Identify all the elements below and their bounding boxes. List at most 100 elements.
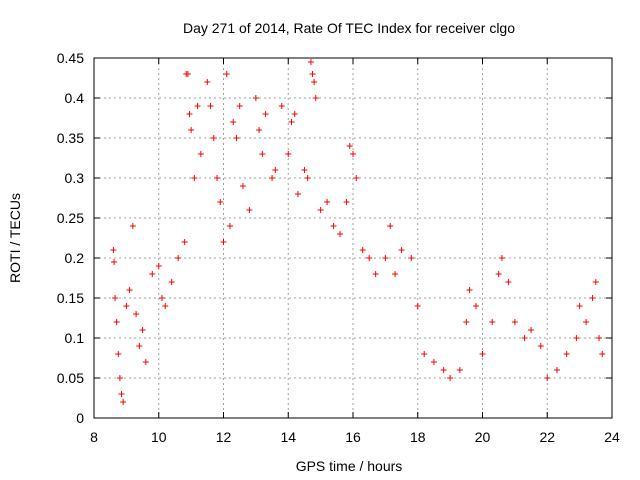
data-point [158, 295, 165, 301]
data-point [421, 351, 428, 357]
chart-title: Day 271 of 2014, Rate Of TEC Index for r… [183, 20, 515, 36]
data-point [214, 175, 221, 181]
data-point [583, 319, 590, 325]
data-point [479, 351, 486, 357]
data-point [118, 391, 125, 397]
data-point [312, 95, 319, 101]
data-point [285, 151, 292, 157]
data-point [544, 375, 551, 381]
y-tick-label: 0.25 [57, 210, 84, 226]
data-point [217, 199, 224, 205]
data-point [414, 303, 421, 309]
data-point [430, 359, 437, 365]
data-point [272, 167, 279, 173]
data-point [589, 295, 596, 301]
data-point [359, 247, 366, 253]
data-point [259, 151, 266, 157]
data-point [197, 151, 204, 157]
data-point [599, 351, 606, 357]
data-point [230, 119, 237, 125]
data-point [149, 271, 156, 277]
data-point [563, 351, 570, 357]
data-point [473, 303, 480, 309]
data-point [188, 127, 195, 133]
data-point [392, 271, 399, 277]
data-point [372, 271, 379, 277]
x-tick-label: 24 [604, 429, 620, 445]
data-point [136, 343, 143, 349]
data-point [168, 279, 175, 285]
data-point [573, 335, 580, 341]
data-point [311, 79, 318, 85]
data-point [511, 319, 518, 325]
data-point [294, 191, 301, 197]
x-tick-label: 12 [216, 429, 232, 445]
data-point [382, 255, 389, 261]
x-tick-label: 20 [475, 429, 491, 445]
data-point [366, 255, 373, 261]
data-point [207, 103, 214, 109]
data-point [350, 151, 356, 157]
data-point [447, 375, 454, 381]
data-point [110, 247, 117, 253]
data-point [353, 175, 360, 181]
data-point [233, 135, 240, 141]
y-tick-label: 0.35 [57, 130, 84, 146]
data-point [307, 59, 314, 65]
x-tick-label: 18 [410, 429, 426, 445]
data-point [521, 335, 528, 341]
data-point [139, 327, 146, 333]
data-point [278, 103, 285, 109]
data-point [505, 279, 512, 285]
data-point [592, 279, 599, 285]
data-point [162, 303, 169, 309]
data-point [115, 351, 122, 357]
data-point [408, 255, 415, 261]
data-point [175, 255, 182, 261]
y-tick-label: 0 [76, 410, 84, 426]
points-layer [110, 59, 606, 405]
data-point [210, 135, 217, 141]
data-point [129, 223, 136, 229]
data-point [123, 303, 130, 309]
data-point [256, 127, 263, 133]
data-point [236, 103, 243, 109]
data-point [155, 263, 162, 269]
data-point [528, 327, 535, 333]
data-point [537, 343, 544, 349]
data-point [466, 287, 473, 293]
data-point [553, 367, 560, 373]
data-point [495, 271, 502, 277]
data-point [330, 223, 337, 229]
data-point [346, 143, 353, 149]
data-point [291, 111, 298, 117]
data-point [194, 103, 201, 109]
data-point [133, 311, 140, 317]
data-point [489, 319, 496, 325]
data-point [343, 199, 350, 205]
data-point [576, 303, 583, 309]
data-point [181, 239, 188, 245]
data-point [184, 71, 191, 77]
data-point [337, 231, 344, 237]
data-point [142, 359, 149, 365]
y-tick-label: 0.4 [65, 90, 85, 106]
y-tick-label: 0.1 [65, 330, 85, 346]
data-point [113, 319, 120, 325]
data-point [252, 95, 259, 101]
data-point [120, 399, 127, 405]
data-point [387, 223, 394, 229]
data-point [112, 295, 119, 301]
data-point [116, 375, 123, 381]
data-point [239, 183, 246, 189]
data-point [398, 247, 405, 253]
x-tick-label: 16 [345, 429, 361, 445]
grid-layer [94, 58, 612, 418]
data-point [304, 175, 311, 181]
data-point [498, 255, 505, 261]
y-tick-label: 0.3 [65, 170, 85, 186]
data-point [463, 319, 470, 325]
ticks-layer: 8 10 12 14 16 18 20 22 24 0 0.05 0.1 0.15 0.2 0.25 0.3 0… [57, 50, 620, 445]
x-tick-label: 22 [539, 429, 555, 445]
